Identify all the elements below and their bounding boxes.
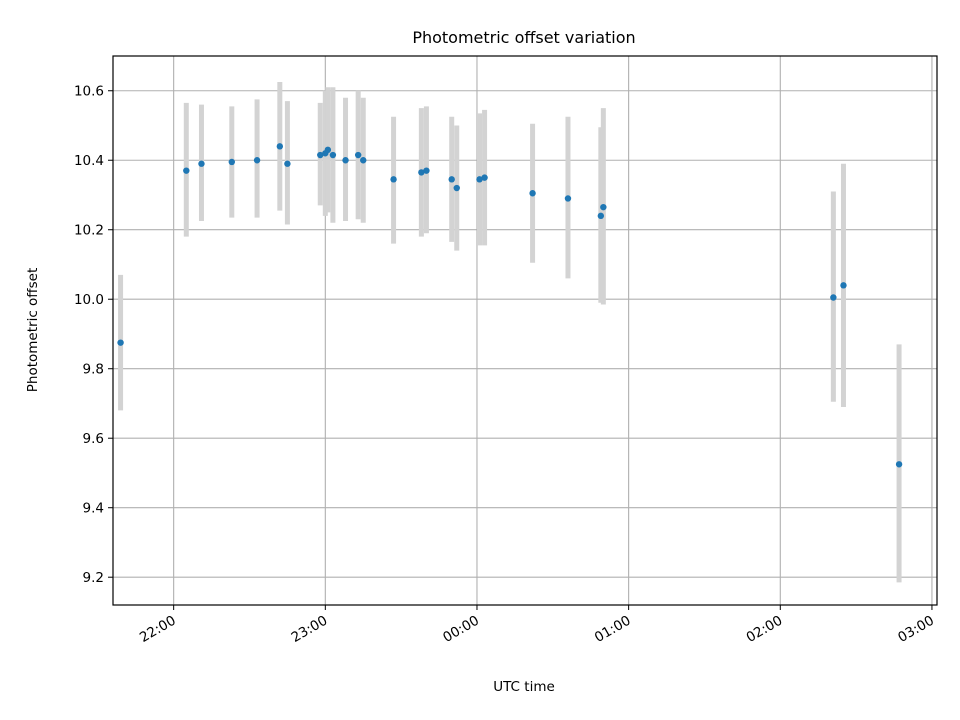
x-axis-label: UTC time <box>493 679 555 695</box>
data-point <box>390 176 397 183</box>
x-tick-label: 00:00 <box>440 613 482 646</box>
data-point <box>324 146 332 154</box>
data-point <box>529 190 536 197</box>
data-point <box>597 212 605 220</box>
y-tick-label: 10.0 <box>74 292 104 308</box>
data-point <box>423 167 430 174</box>
data-point <box>253 157 261 164</box>
x-tick-label: 01:00 <box>592 613 634 646</box>
data-point <box>418 169 425 176</box>
data-point <box>317 151 324 159</box>
y-tick-label: 10.4 <box>74 153 104 169</box>
data-point <box>895 461 903 468</box>
x-tick-label: 23:00 <box>289 613 331 646</box>
y-tick-label: 9.2 <box>83 570 104 586</box>
data-point <box>342 157 349 164</box>
y-tick-label: 9.4 <box>83 501 104 517</box>
x-tick-label: 02:00 <box>744 613 786 646</box>
x-tick-label: 22:00 <box>137 613 179 646</box>
data-point <box>830 294 837 301</box>
x-axis-ticks: 22:00 23:00 00:00 01:00 02:00 03:00 <box>137 605 937 646</box>
data-point <box>329 151 337 159</box>
data-point <box>276 143 284 150</box>
data-point <box>564 195 572 202</box>
y-axis-label: Photometric offset <box>25 268 41 392</box>
chart-title: Photometric offset variation <box>412 28 635 47</box>
data-point <box>481 174 488 181</box>
y-tick-label: 9.8 <box>83 362 104 378</box>
data-point <box>117 339 124 346</box>
y-tick-label: 10.6 <box>74 84 104 100</box>
data-point <box>228 158 235 166</box>
data-point <box>453 184 460 192</box>
data-point <box>448 176 455 183</box>
data-point <box>198 160 205 167</box>
y-tick-label: 10.2 <box>74 223 104 239</box>
x-tick-label: 03:00 <box>895 613 937 646</box>
grid <box>113 56 937 605</box>
data-point <box>284 160 291 167</box>
data-points <box>117 143 903 468</box>
y-axis-ticks: 9.2 9.4 9.6 9.8 10.0 10.2 10.4 10.6 <box>74 84 113 586</box>
data-point <box>840 282 847 289</box>
data-point <box>476 176 483 183</box>
data-point <box>360 157 367 164</box>
data-point <box>183 167 190 174</box>
data-point <box>354 151 362 159</box>
plot-frame <box>112 55 938 606</box>
data-point <box>600 203 607 211</box>
y-tick-label: 9.6 <box>83 431 104 447</box>
